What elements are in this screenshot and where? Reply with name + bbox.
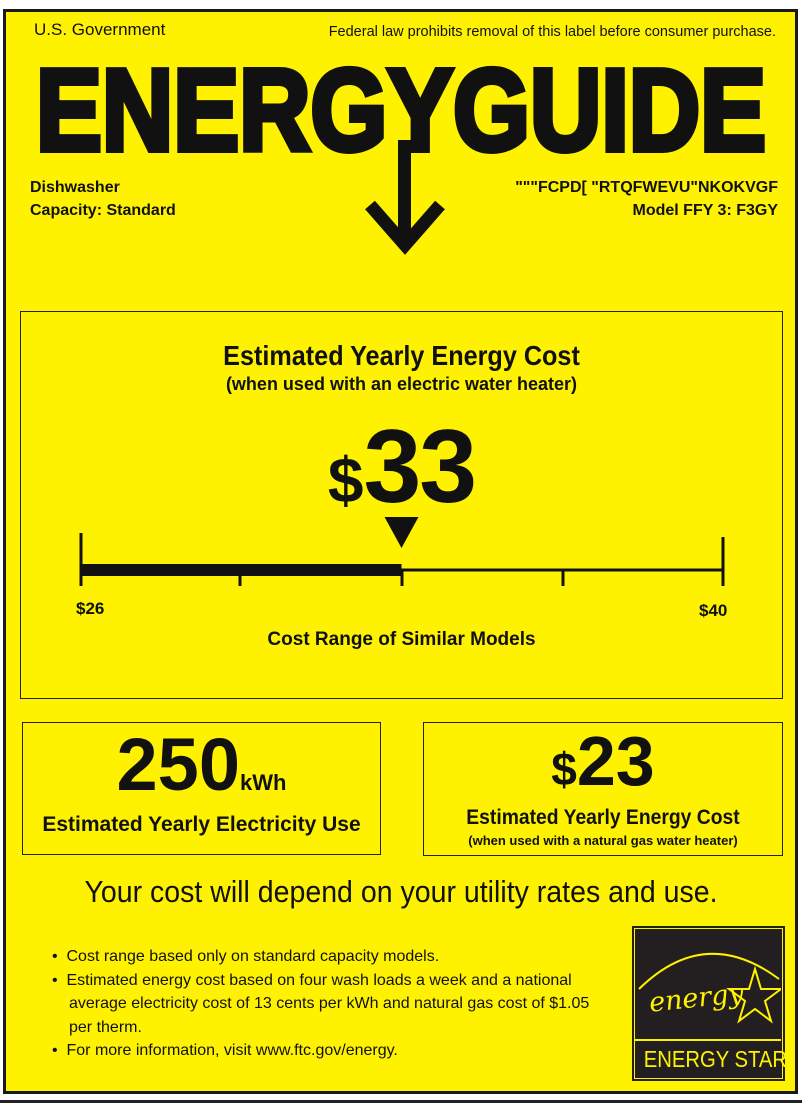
electricity-value: 250kWh xyxy=(22,728,381,802)
note-item-cont: average electricity cost of 13 cents per… xyxy=(69,995,590,1012)
note-item-cont: per therm. xyxy=(69,1018,142,1036)
model-number: Model FFY 3: F3GY xyxy=(632,202,779,219)
gas-cost-value: $23 xyxy=(423,726,783,796)
manufacturer: """FCPD[ "RTQFWEVU"NKOKVGF xyxy=(515,179,778,196)
notes-list: • Cost range based only on standard capa… xyxy=(52,945,589,1063)
energyguide-logo: ENERGYGUIDE xyxy=(33,42,769,255)
kwh-amount: 250 xyxy=(116,723,240,806)
range-label: Cost Range of Similar Models xyxy=(267,629,536,650)
kwh-unit: kWh xyxy=(240,770,287,795)
arrow-down-icon xyxy=(365,140,445,255)
energy-star-icon: energy xyxy=(638,952,781,1024)
note-item: • Cost range based only on standard capa… xyxy=(52,948,440,965)
range-max: $40 xyxy=(699,601,728,620)
range-min: $26 xyxy=(76,599,105,618)
gas-cost-title: Estimated Yearly Energy Cost xyxy=(466,806,740,829)
disclaimer: Your cost will depend on your utility ra… xyxy=(84,874,718,909)
note-item: • Estimated energy cost based on four wa… xyxy=(52,971,572,989)
cost-marker-triangle xyxy=(384,517,419,548)
currency-symbol: $ xyxy=(327,444,364,516)
cost-range-scale xyxy=(79,517,725,586)
energy-star-logo: energy ENERGY STAR xyxy=(632,926,787,1081)
note-item: • For more information, visit www.ftc.go… xyxy=(52,1042,398,1059)
electricity-label: Estimated Yearly Electricity Use xyxy=(42,813,361,836)
removal-notice: Federal law prohibits removal of this la… xyxy=(328,24,776,40)
main-cost-value: $33 xyxy=(20,415,783,519)
currency-symbol: $ xyxy=(551,743,577,795)
appliance-capacity: Capacity: Standard xyxy=(30,202,176,219)
gas-cost-subtitle: (when used with a natural gas water heat… xyxy=(468,833,738,848)
energy-star-label: ENERGY STAR xyxy=(643,1046,787,1072)
main-cost-amount: 33 xyxy=(363,409,477,525)
appliance-type: Dishwasher xyxy=(30,179,120,196)
gas-cost-amount: 23 xyxy=(576,722,655,800)
us-government: U.S. Government xyxy=(34,20,166,39)
energy-script: energy xyxy=(648,978,746,1019)
main-cost-box xyxy=(20,311,783,699)
main-cost-title: Estimated Yearly Energy Cost xyxy=(223,340,580,371)
main-cost-subtitle: (when used with an electric water heater… xyxy=(225,374,578,394)
divider xyxy=(0,1100,802,1103)
gas-cost-box xyxy=(423,722,783,856)
electricity-box xyxy=(22,722,381,855)
